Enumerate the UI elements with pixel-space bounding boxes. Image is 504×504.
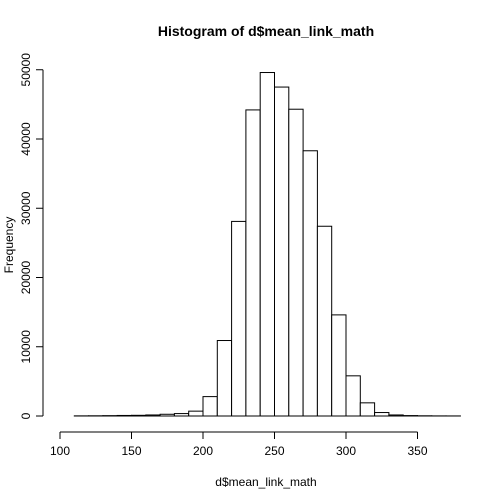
histogram-bar	[202, 396, 218, 417]
histogram-bar	[345, 375, 361, 417]
histogram-bar	[116, 414, 132, 417]
y-tick-label: 20000	[19, 260, 33, 294]
histogram-bar	[288, 108, 304, 417]
x-tick-label: 300	[336, 444, 356, 458]
y-tick-label: 0	[19, 412, 33, 419]
histogram-bar	[245, 109, 261, 417]
y-tick-label: 30000	[19, 191, 33, 225]
histogram-bar	[231, 220, 247, 417]
histogram-bar	[374, 412, 390, 417]
histogram-bar	[359, 402, 376, 417]
histogram-bar	[216, 340, 233, 417]
histogram-bar	[388, 414, 404, 417]
y-tick-label: 40000	[19, 122, 33, 156]
histogram-bar	[331, 314, 347, 417]
histogram-bar	[316, 225, 333, 417]
y-tick-label: 50000	[19, 53, 33, 87]
histogram-bar	[259, 72, 276, 417]
x-axis-label: d$mean_link_math	[215, 475, 316, 489]
x-tick-label: 350	[407, 444, 427, 458]
histogram-bar	[188, 410, 204, 417]
histogram-bar	[159, 413, 175, 417]
x-tick-label: 100	[50, 444, 70, 458]
y-tick-label: 10000	[19, 330, 33, 364]
bars-group	[73, 72, 461, 417]
histogram-bar	[302, 150, 318, 417]
y-axis: 0 10000 20000 30000 40000 50000	[19, 53, 44, 419]
histogram-bar	[274, 86, 290, 417]
histogram-bar	[131, 414, 147, 417]
x-tick-label: 200	[193, 444, 213, 458]
histogram-bar	[173, 413, 190, 417]
x-tick-label: 250	[264, 444, 284, 458]
x-tick-label: 150	[121, 444, 141, 458]
x-axis: 100 150 200 250 300 350	[50, 431, 428, 458]
histogram-bar	[145, 414, 161, 417]
y-axis-label: Frequency	[2, 217, 16, 274]
chart-title: Histogram of d$mean_link_math	[158, 23, 374, 39]
